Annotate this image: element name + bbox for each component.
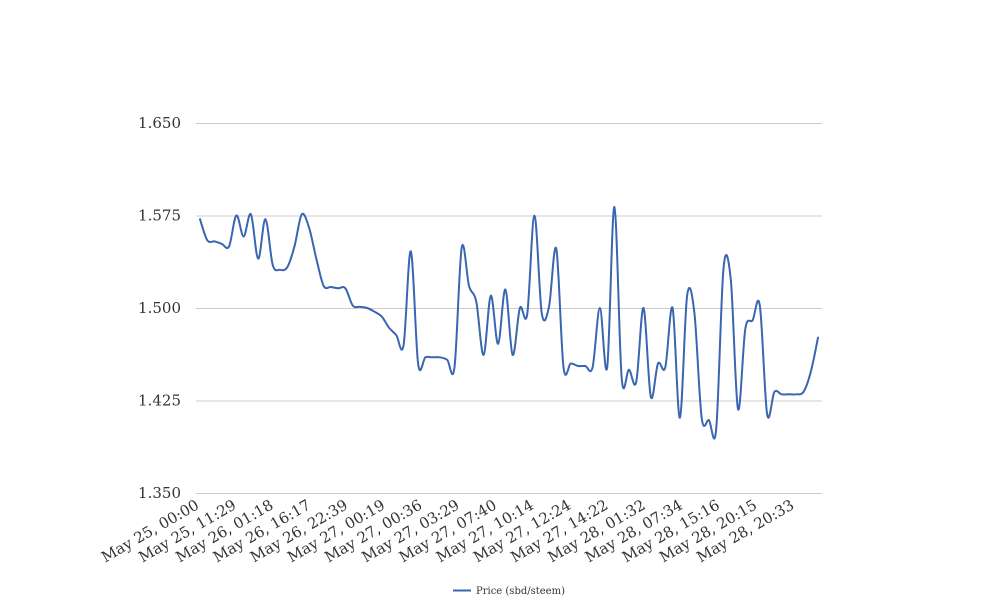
legend: Price (sbd/steem) <box>453 586 565 597</box>
y-tick-label: 1.500 <box>138 299 181 317</box>
y-tick-label: 1.575 <box>138 207 181 225</box>
legend-label-price: Price (sbd/steem) <box>476 586 565 597</box>
gridlines <box>196 123 822 494</box>
y-tick-label: 1.650 <box>138 114 181 132</box>
y-tick-label: 1.425 <box>138 392 181 410</box>
series-line-price <box>199 205 819 440</box>
y-axis-tick-labels: 1.350 1.425 1.500 1.575 1.650 <box>138 114 181 502</box>
y-tick-label: 1.350 <box>138 484 181 502</box>
